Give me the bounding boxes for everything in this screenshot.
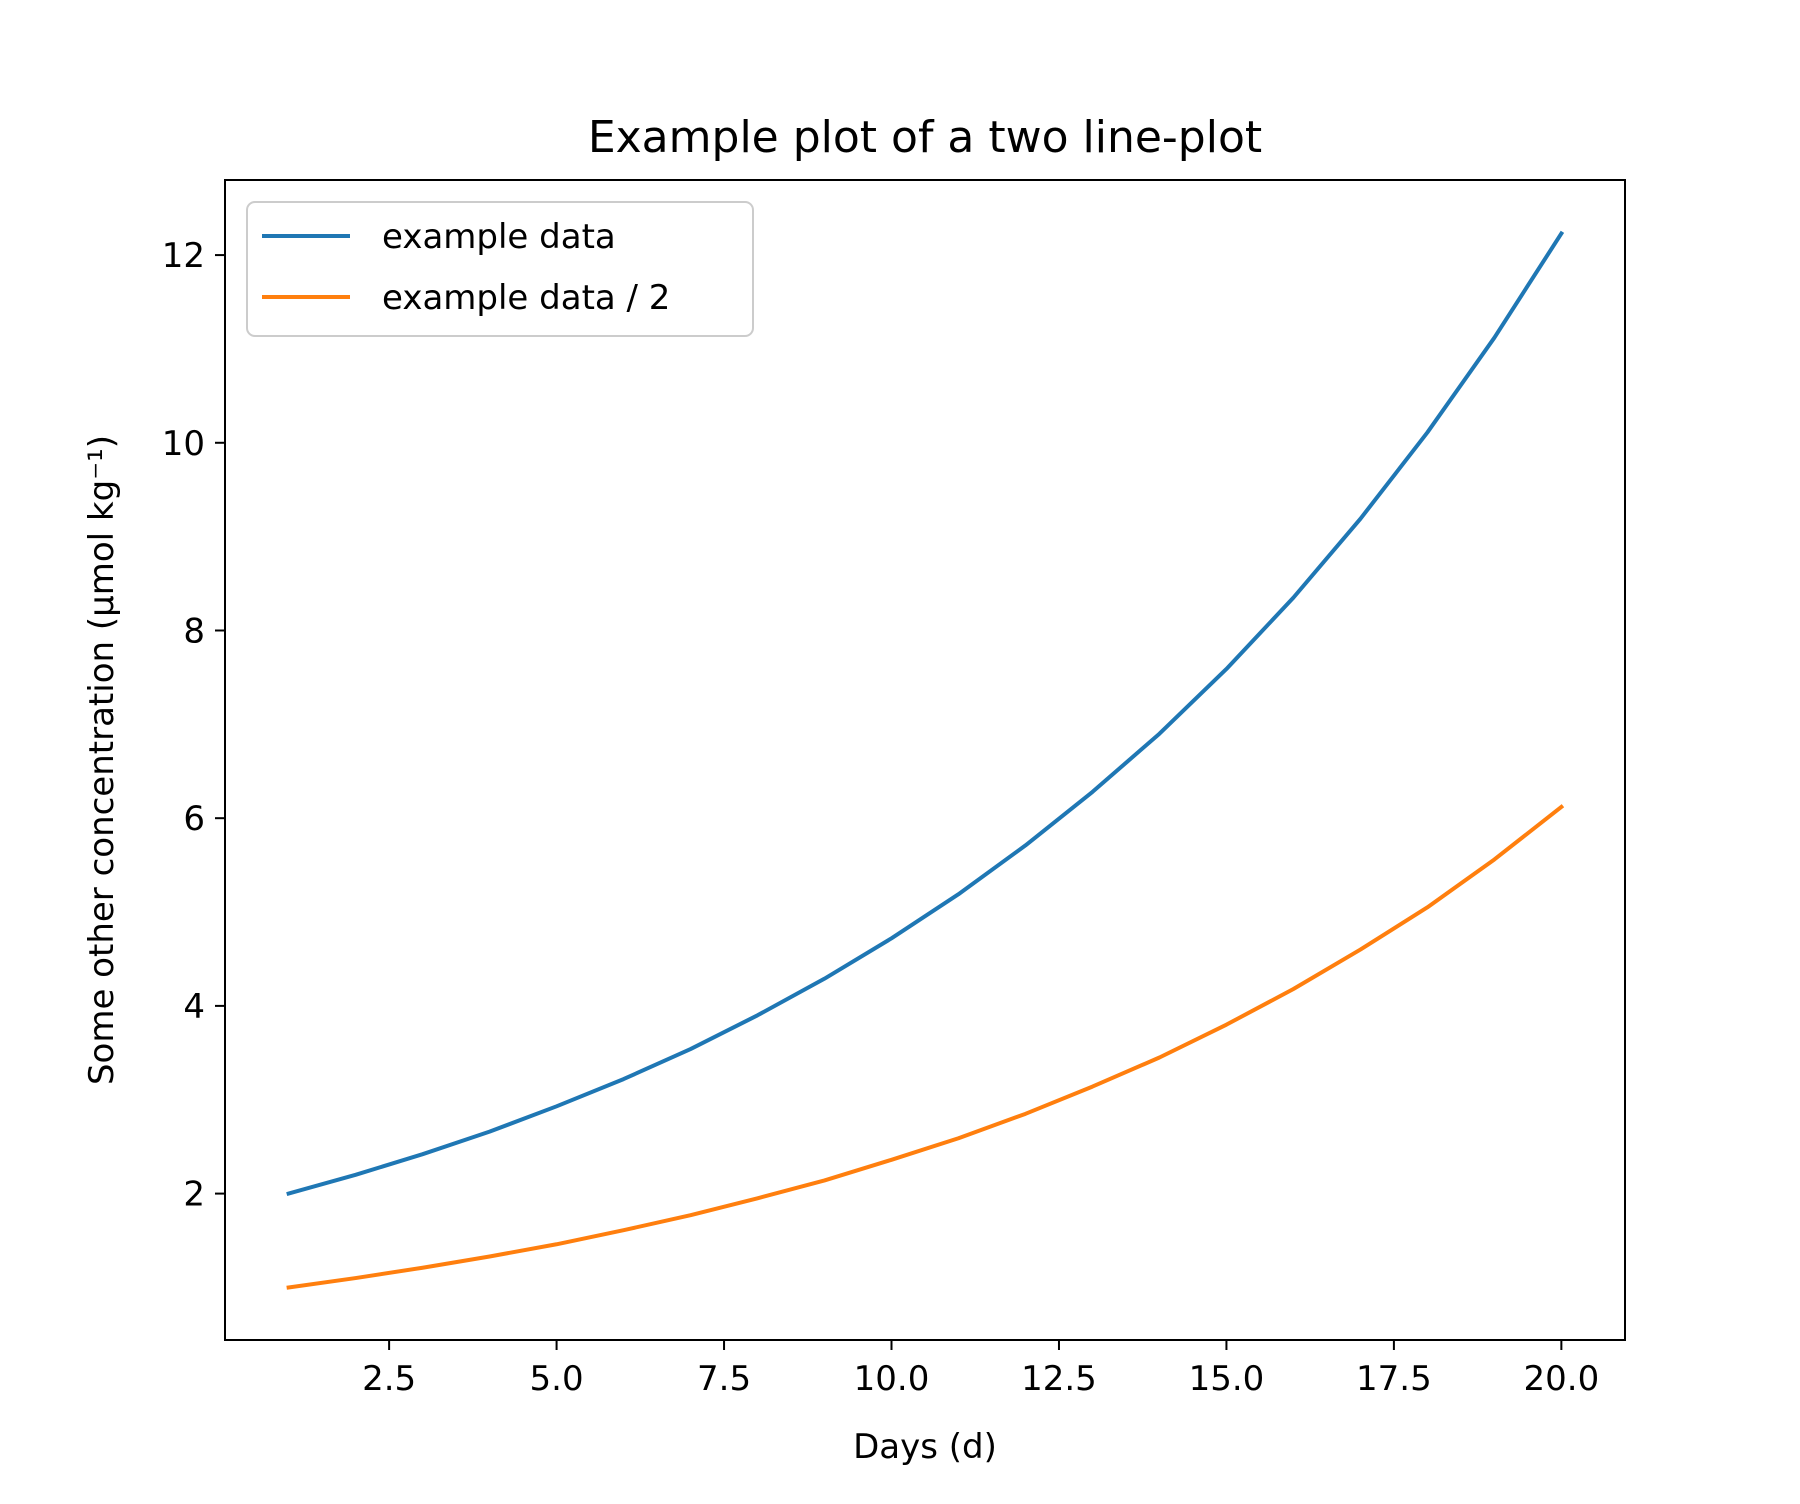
series-line-example-data-2 — [286, 804, 1565, 1290]
y-tick-label-8: 8 — [183, 611, 205, 651]
x-tick-label-17-5: 17.5 — [1356, 1359, 1432, 1399]
y-tick-label-2: 2 — [183, 1175, 205, 1215]
x-axis-label: Days (d) — [853, 1427, 997, 1467]
chart-title: Example plot of a two line-plot — [588, 112, 1262, 163]
x-tick-label-20-0: 20.0 — [1524, 1359, 1600, 1399]
y-axis-ticks: 2 4 6 8 10 12 — [162, 236, 225, 1215]
legend-label-example-data-half: example data / 2 — [382, 278, 670, 318]
x-tick-label-15-0: 15.0 — [1189, 1359, 1265, 1399]
x-tick-label-7-5: 7.5 — [697, 1359, 751, 1399]
y-tick-label-10: 10 — [162, 424, 205, 464]
legend-box — [246, 201, 754, 337]
series-line-example-data — [286, 230, 1565, 1197]
y-tick-label-12: 12 — [162, 236, 205, 276]
legend: example data example data / 2 — [246, 201, 754, 337]
x-axis-ticks: 2.5 5.0 7.5 10.0 12.5 15.0 17.5 20.0 — [362, 1340, 1599, 1399]
legend-label-example-data: example data — [382, 217, 616, 257]
y-tick-label-6: 6 — [183, 799, 205, 839]
x-tick-label-12-5: 12.5 — [1021, 1359, 1097, 1399]
x-tick-label-10-0: 10.0 — [854, 1359, 930, 1399]
plot-area-frame — [224, 179, 1626, 1341]
series-lines — [286, 230, 1565, 1290]
x-tick-label-2-5: 2.5 — [362, 1359, 416, 1399]
y-axis-label: Some other concentration (μmol kg⁻¹) — [82, 435, 122, 1085]
y-tick-label-4: 4 — [183, 987, 205, 1027]
x-tick-label-5-0: 5.0 — [530, 1359, 584, 1399]
